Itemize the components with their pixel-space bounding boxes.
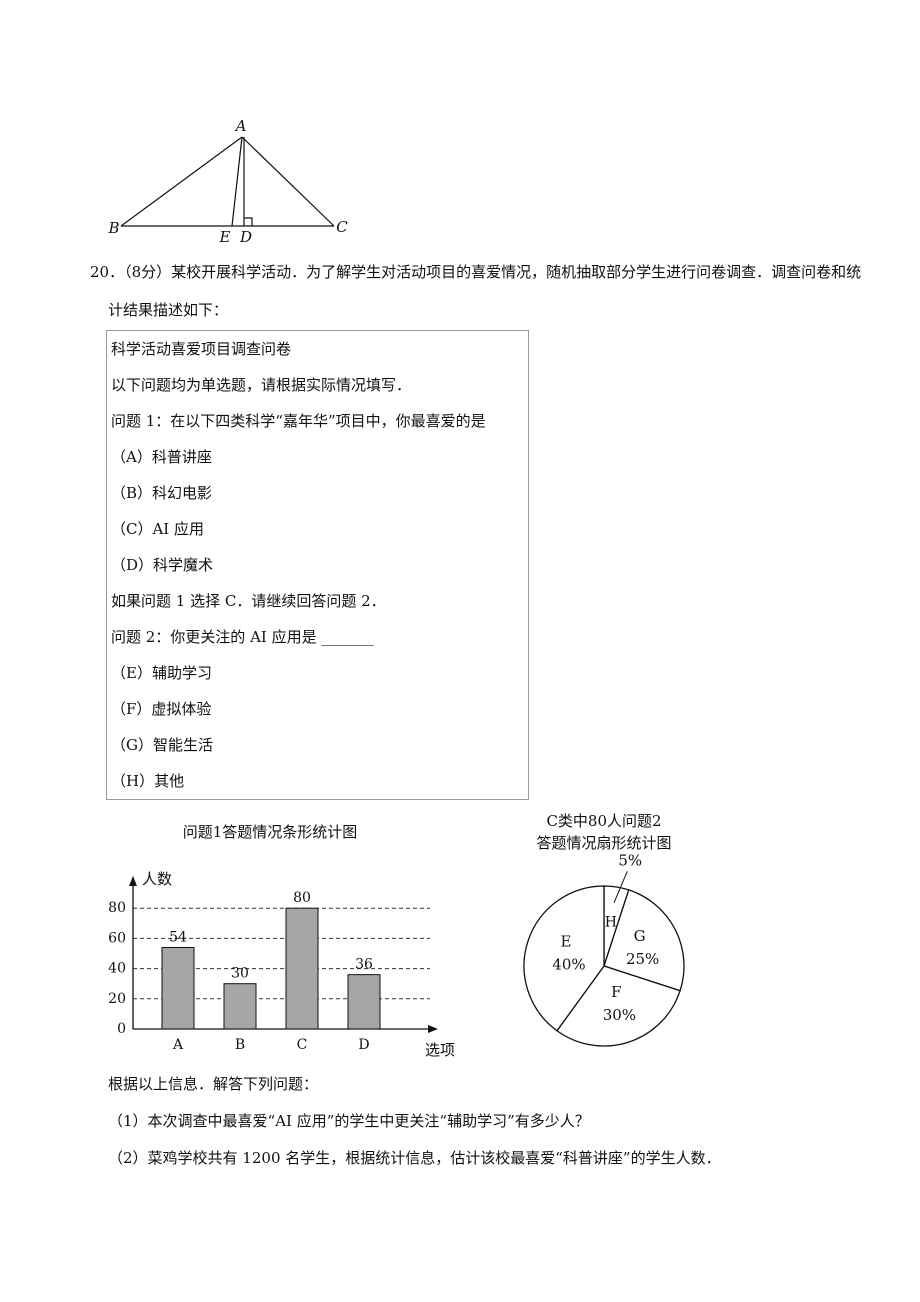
x-axis-label: 选项	[425, 1041, 455, 1059]
x-tick-label: C	[297, 1037, 308, 1053]
survey-title: 科学活动喜爱项目调查问卷	[111, 340, 292, 358]
survey-line: （C）AI 应用	[111, 520, 205, 538]
chart-title: C类中80人问题2	[546, 812, 661, 830]
question: 20．（8分）某校开展科学活动．为了解学生对活动项目的喜爱情况，随机抽取部分学生…	[90, 253, 868, 329]
survey-line: （F）虚拟体验	[111, 700, 212, 718]
bar	[161, 946, 195, 1030]
y-axis-arrow	[129, 876, 137, 886]
value-label: 30	[231, 966, 249, 982]
triangle-figure	[120, 136, 335, 227]
survey-line: （H）其他	[111, 772, 185, 790]
x-tick-label: B	[235, 1037, 245, 1053]
point-label: A	[234, 117, 247, 135]
y-tick-label: 60	[108, 930, 126, 946]
bar	[223, 983, 257, 1030]
question-text: 某校开展科学活动．为了解学生对活动项目的喜爱情况，随机抽取部分学生进行问卷调查．…	[108, 263, 862, 319]
chart-title: 问题1答题情况条形统计图	[183, 823, 358, 841]
y-tick-label: 0	[117, 1021, 126, 1037]
value-label: 54	[169, 929, 187, 945]
followup-item: （1）本次调查中最喜爱“AI 应用”的学生中更关注“辅助学习”有多少人？	[108, 1112, 590, 1130]
survey-line: 问题 1：在以下四类科学“嘉年华”项目中，你最喜爱的是	[111, 412, 486, 430]
pie-slice	[603, 889, 685, 992]
chart-subtitle: 答题情况扇形统计图	[536, 834, 671, 852]
y-tick-label: 40	[108, 961, 126, 977]
bar	[285, 907, 319, 1030]
pie-slice	[523, 885, 605, 1032]
value-label: 80	[293, 890, 311, 906]
leader-line	[613, 871, 628, 903]
followup: 根据以上信息．解答下列问题： （1）本次调查中最喜爱“AI 应用”的学生中更关注…	[108, 1066, 888, 1177]
slice-value: 5%	[618, 851, 642, 869]
survey-line: （D）科学魔术	[111, 556, 214, 574]
slice-value: 40%	[552, 956, 585, 974]
survey-line: 问题 2：你更关注的 AI 应用是 _______	[111, 628, 374, 646]
slice-value: 30%	[603, 1006, 636, 1024]
survey-line: 如果问题 1 选择 C．请继续回答问题 2．	[111, 592, 386, 610]
followup-item: （2）菜鸡学校共有 1200 名学生，根据统计信息，估计该校最喜爱“科普讲座”的…	[108, 1149, 721, 1167]
x-axis-arrow	[428, 1025, 438, 1033]
survey-line: （B）科幻电影	[111, 484, 213, 502]
survey-line: （G）智能生活	[111, 736, 213, 754]
point-label: C	[336, 218, 348, 236]
followup-intro: 根据以上信息．解答下列问题：	[108, 1075, 319, 1093]
bar	[347, 974, 381, 1030]
question-score: （8分）	[124, 263, 172, 281]
slice-label: H	[605, 915, 617, 931]
y-tick-label: 80	[108, 900, 126, 916]
point-label: D	[239, 228, 252, 246]
x-tick-label: D	[358, 1037, 369, 1053]
pie-slice	[556, 965, 681, 1047]
point-label: B	[107, 219, 119, 237]
value-label: 36	[355, 957, 373, 973]
survey-line: （E）辅助学习	[111, 664, 212, 682]
slice-label: G	[634, 927, 646, 945]
survey-line: 以下问题均为单选题，请根据实际情况填写．	[111, 376, 412, 394]
question-number: 20．	[90, 263, 125, 281]
slice-value: 25%	[626, 950, 659, 968]
y-tick-label: 20	[108, 991, 126, 1007]
slice-label: E	[560, 933, 571, 951]
survey-line: （A）科普讲座	[111, 448, 212, 466]
slice-label: F	[611, 983, 621, 1001]
x-tick-label: A	[172, 1037, 184, 1053]
y-axis-label: 人数	[142, 870, 172, 888]
survey-box: 科学活动喜爱项目调查问卷 以下问题均为单选题，请根据实际情况填写． 问题 1：在以…	[106, 330, 529, 800]
point-label: E	[219, 228, 231, 246]
